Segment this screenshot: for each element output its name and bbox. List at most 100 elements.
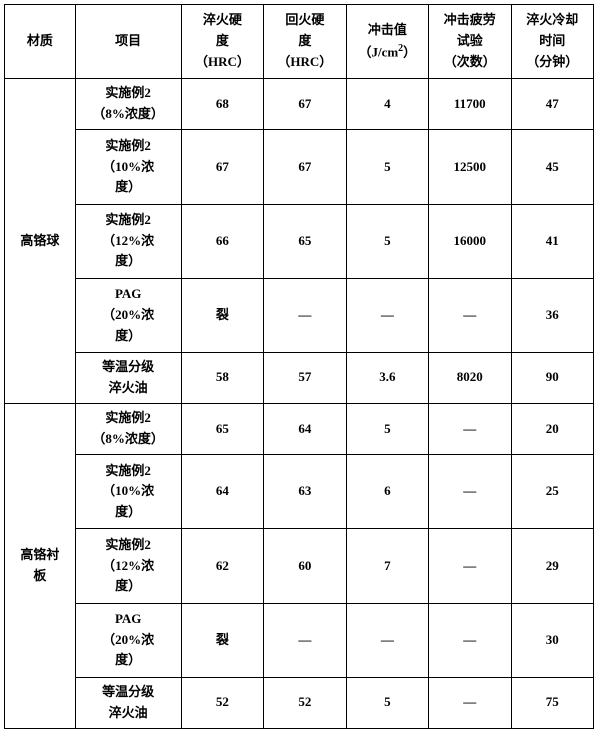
header-text: （HRC）	[195, 54, 250, 69]
impact-cell: —	[346, 278, 428, 352]
item-cell: PAG （20%浓 度）	[75, 603, 181, 677]
header-cooling-time: 淬火冷却 时间 （分钟）	[511, 5, 594, 79]
fatigue-cell: 8020	[429, 352, 511, 403]
item-text: 实施例2	[105, 410, 151, 425]
item-cell: 实施例2 （8%浓度）	[75, 79, 181, 130]
quench-cell: 裂	[181, 278, 263, 352]
header-text: 冲击疲劳	[444, 12, 496, 27]
time-cell: 75	[511, 677, 594, 728]
fatigue-cell: 11700	[429, 79, 511, 130]
temper-cell: 52	[264, 677, 346, 728]
table-row: 等温分级 淬火油 52 52 5 — 75	[5, 677, 594, 728]
item-text: 实施例2	[105, 463, 151, 478]
item-cell: 实施例2 （12%浓 度）	[75, 204, 181, 278]
header-text: 试验	[457, 33, 483, 48]
header-text: （J/cm	[358, 44, 398, 59]
item-text: 度）	[115, 253, 141, 268]
header-text: 冲击值	[368, 22, 407, 37]
item-cell: 等温分级 淬火油	[75, 677, 181, 728]
quench-cell: 66	[181, 204, 263, 278]
material-text: 高铬衬	[20, 547, 59, 562]
item-text: 淬火油	[109, 380, 148, 395]
header-fatigue-test: 冲击疲劳 试验 （次数）	[429, 5, 511, 79]
material-cell: 高铬球	[5, 79, 76, 404]
fatigue-cell: 12500	[429, 130, 511, 204]
impact-cell: 5	[346, 130, 428, 204]
item-text: 度）	[115, 179, 141, 194]
header-temper-hardness: 回火硬 度 （HRC）	[264, 5, 346, 79]
item-text: （10%浓	[102, 159, 154, 174]
fatigue-cell: —	[429, 455, 511, 529]
item-text: （10%浓	[102, 483, 154, 498]
time-cell: 45	[511, 130, 594, 204]
item-text: 实施例2	[105, 138, 151, 153]
table-row: 实施例2 （12%浓 度） 66 65 5 16000 41	[5, 204, 594, 278]
table-row: 等温分级 淬火油 58 57 3.6 8020 90	[5, 352, 594, 403]
fatigue-cell: —	[429, 404, 511, 455]
fatigue-cell: —	[429, 278, 511, 352]
impact-cell: 7	[346, 529, 428, 603]
header-text: 度	[298, 33, 311, 48]
item-text: （8%浓度）	[92, 106, 164, 121]
item-text: 度）	[115, 578, 141, 593]
header-item: 项目	[75, 5, 181, 79]
time-cell: 41	[511, 204, 594, 278]
table-row: 实施例2 （10%浓 度） 67 67 5 12500 45	[5, 130, 594, 204]
item-cell: 实施例2 （12%浓 度）	[75, 529, 181, 603]
quench-cell: 62	[181, 529, 263, 603]
quench-cell: 68	[181, 79, 263, 130]
item-text: （12%浓	[102, 233, 154, 248]
header-text: （次数）	[444, 54, 496, 69]
fatigue-cell: —	[429, 677, 511, 728]
fatigue-cell: 16000	[429, 204, 511, 278]
material-text: 板	[33, 568, 46, 583]
temper-cell: 67	[264, 130, 346, 204]
temper-cell: 57	[264, 352, 346, 403]
item-text: 度）	[115, 652, 141, 667]
time-cell: 36	[511, 278, 594, 352]
item-text: 实施例2	[105, 212, 151, 227]
table-row: 高铬衬 板 实施例2 （8%浓度） 65 64 5 — 20	[5, 404, 594, 455]
time-cell: 30	[511, 603, 594, 677]
item-text: （12%浓	[102, 558, 154, 573]
impact-cell: 4	[346, 79, 428, 130]
quench-cell: 64	[181, 455, 263, 529]
impact-cell: 5	[346, 404, 428, 455]
item-text: 度）	[115, 504, 141, 519]
item-text: 实施例2	[105, 537, 151, 552]
item-cell: 实施例2 （10%浓 度）	[75, 455, 181, 529]
table-row: PAG （20%浓 度） 裂 — — — 30	[5, 603, 594, 677]
impact-cell: 5	[346, 677, 428, 728]
time-cell: 20	[511, 404, 594, 455]
temper-cell: —	[264, 603, 346, 677]
table-row: 实施例2 （12%浓 度） 62 60 7 — 29	[5, 529, 594, 603]
header-quench-hardness: 淬火硬 度 （HRC）	[181, 5, 263, 79]
item-text: 实施例2	[105, 85, 151, 100]
header-text: ）	[403, 44, 416, 59]
header-impact-value: 冲击值 （J/cm2）	[346, 5, 428, 79]
header-text: 时间	[539, 33, 565, 48]
fatigue-cell: —	[429, 603, 511, 677]
temper-cell: 65	[264, 204, 346, 278]
table-row: 高铬球 实施例2 （8%浓度） 68 67 4 11700 47	[5, 79, 594, 130]
impact-cell: 6	[346, 455, 428, 529]
temper-cell: —	[264, 278, 346, 352]
header-text: 度	[216, 33, 229, 48]
item-cell: 等温分级 淬火油	[75, 352, 181, 403]
header-text: （分钟）	[526, 54, 578, 69]
temper-cell: 64	[264, 404, 346, 455]
item-text: 度）	[115, 328, 141, 343]
temper-cell: 60	[264, 529, 346, 603]
header-material: 材质	[5, 5, 76, 79]
item-text: （8%浓度）	[92, 431, 164, 446]
item-text: PAG	[115, 611, 141, 626]
quench-cell: 65	[181, 404, 263, 455]
quench-cell: 58	[181, 352, 263, 403]
item-cell: 实施例2 （8%浓度）	[75, 404, 181, 455]
time-cell: 90	[511, 352, 594, 403]
table-row: 实施例2 （10%浓 度） 64 63 6 — 25	[5, 455, 594, 529]
quench-cell: 67	[181, 130, 263, 204]
table-row: PAG （20%浓 度） 裂 — — — 36	[5, 278, 594, 352]
item-text: （20%浓	[102, 307, 154, 322]
header-text: 回火硬	[285, 12, 324, 27]
